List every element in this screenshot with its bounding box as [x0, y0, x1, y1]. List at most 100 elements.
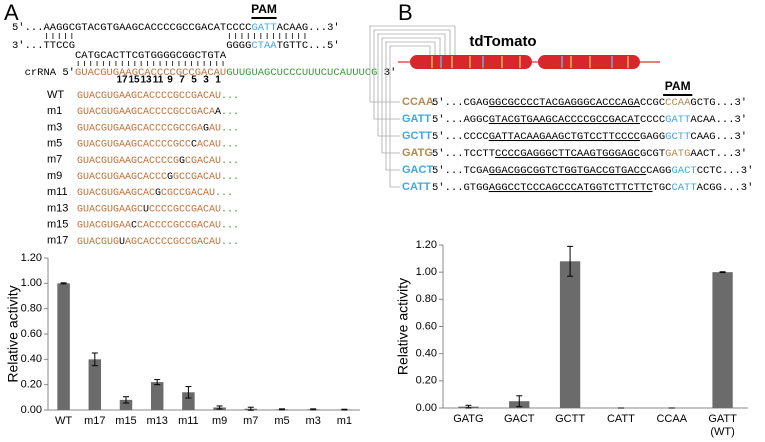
variant-sequence: GUACGUGAAGCACCCCGGCGACAU...: [77, 155, 239, 166]
sequence-segment: GUUGUAGCUCCCUUUCUCAUUUCG: [226, 67, 377, 79]
sequence-segment: ...: [221, 204, 239, 215]
sequence-segment: CGCCGACAU: [161, 188, 215, 199]
sequence-segment: ...: [221, 107, 239, 118]
sequence-segment: 5'...CGAG: [432, 97, 489, 109]
sequence-segment: GGACGGCGGTCTGGTGACCGTGACC: [489, 165, 647, 177]
bar: [88, 359, 102, 410]
x-tick-label: m3: [305, 415, 321, 427]
variant-name: m15: [47, 219, 68, 231]
sequence-segment: ...: [221, 139, 239, 150]
complement-strand: 3'...TTCCG: [12, 40, 75, 52]
sequence-segment: AGGCCTCCCAGCCCATGGTCTTCTTC: [489, 182, 653, 194]
sequence-segment: CCCC: [640, 114, 665, 126]
x-tick-label: m17: [84, 415, 106, 427]
sequence-segment: GUACGUG: [77, 236, 119, 247]
sequence-segment: GATT: [251, 22, 276, 34]
variant-sequence: GUACGUGUAGCACCCCGCCGACAU...: [77, 236, 239, 247]
sequence-segment: CAAG...3': [690, 131, 747, 143]
sequence-segment: ...: [221, 172, 239, 183]
variant-sequence: GUACGUGAAGCACCCCGCCGACAA...: [77, 107, 239, 118]
sequence-segment: CATT: [671, 182, 696, 194]
y-tick-label: 1.20: [416, 239, 437, 251]
gene-domain: [410, 55, 532, 69]
y-tick-label: 0.20: [416, 375, 437, 387]
sequence-segment: A: [215, 107, 221, 118]
position-number: 5: [191, 75, 197, 86]
bar: [119, 399, 133, 410]
target-sequence: 5'...CGAGGGCGCCCCTACGAGGGCACCCAGACCGCCCA…: [432, 97, 747, 109]
variant-name: m13: [47, 202, 68, 214]
sequence-segment: ACAAG...3': [277, 22, 340, 34]
crrna: GUACGUGAAGCACCCCGCCGACAUGUUGUAGCUCCCUUUC…: [75, 67, 396, 79]
sequence-segment: ACGG...3': [697, 182, 754, 194]
sequence-segment: GCTT: [665, 131, 690, 143]
position-number: 1: [215, 75, 221, 86]
pam-name: GACT: [402, 164, 433, 176]
y-tick-label: 0.60: [21, 328, 42, 340]
variant-name: m7: [47, 154, 62, 166]
variant-name: m1: [47, 105, 62, 117]
bar: [57, 283, 70, 410]
x-tick-label: CCAA: [656, 413, 688, 425]
sequence-segment: GTACGTGAAGCACCCCGCCGACAT: [489, 114, 640, 126]
sequence-segment: GATT: [665, 114, 690, 126]
sequence-segment: 5'...AAGGCGTACGTGAAGCACCCCGCCGACATCCCC: [12, 22, 251, 34]
position-number: 3: [203, 75, 209, 86]
sequence-segment: ...: [221, 155, 239, 166]
sequence-segment: AACT...3': [690, 148, 747, 160]
x-tick-label: GATT (WT): [708, 413, 737, 438]
target-sequence: 5'...TCCTTCCCCGAGGGCTTCAAGTGGGAGCGCGTGAT…: [432, 148, 747, 160]
y-tick-label: 0.20: [21, 379, 42, 391]
y-tick-label: 0.40: [21, 353, 42, 365]
position-number: 13: [140, 75, 152, 86]
pam-name: GATT: [402, 113, 431, 125]
sequence-segment: GUACGUGAAGCACCCCGCC: [77, 139, 191, 150]
y-tick-label: 1.00: [21, 277, 42, 289]
variant-name: WT: [47, 89, 64, 101]
sequence-segment: GAGG: [640, 131, 665, 143]
connector: [381, 37, 441, 154]
position-number: 15: [128, 75, 140, 86]
sequence-segment: ...: [215, 188, 233, 199]
sequence-segment: CAGG: [646, 165, 671, 177]
variant-sequence: GUACGUGAAGCACCCCGCCGAGAU...: [77, 123, 239, 134]
sequence-segment: 5'...CCCC: [432, 131, 489, 143]
y-axis-label: Relative activity: [5, 285, 21, 382]
sequence-segment: 5'...AGGC: [432, 114, 489, 126]
sequence-segment: C: [131, 220, 137, 231]
connector: [389, 45, 431, 188]
sequence-segment: GUACGUGAAGCAC: [77, 188, 155, 199]
x-tick-label: m7: [243, 415, 259, 427]
variant-name: m5: [47, 138, 62, 150]
sequence-segment: GUACGUGAAGCACCCCGCCGA: [77, 123, 203, 134]
sequence-segment: CCGC: [640, 97, 665, 109]
x-tick-label: GATG: [453, 413, 484, 425]
y-tick-label: 0.80: [21, 303, 42, 315]
y-tick-label: 0.00: [21, 404, 42, 416]
x-tick-label: m13: [146, 415, 168, 427]
bar: [150, 382, 164, 410]
x-tick-label: m9: [211, 415, 228, 427]
variant-sequence: GUACGUGAAGCACGCGCCGACAU...: [77, 188, 233, 199]
x-tick-label: WT: [55, 415, 73, 427]
sequence-segment: GUACGUGAAGCACCCCG: [77, 155, 179, 166]
sequence-segment: 3': [377, 67, 396, 79]
crrna-label: crRNA 5': [25, 67, 75, 79]
y-tick-label: 0.60: [416, 320, 437, 332]
sequence-segment: G: [179, 155, 185, 166]
sequence-segment: CTAA: [251, 40, 277, 52]
pam-name: GCTT: [402, 130, 432, 142]
sequence-segment: GGCGCCCCTACGAGGGCACCCAGA: [489, 97, 641, 109]
sequence-segment: TGTTC...5': [277, 40, 340, 52]
pam-label: PAM: [251, 2, 277, 16]
sequence-segment: GUACGUGAAGCACCCCGCCGACAU: [75, 67, 226, 79]
x-tick-label: m5: [274, 415, 290, 427]
variant-sequence: GUACGUGAACCACCCCGCCGACAU...: [77, 220, 239, 231]
y-tick-label: 0.80: [416, 293, 437, 305]
bar: [712, 272, 733, 408]
panel-label: B: [398, 0, 413, 25]
y-tick-label: 0.00: [416, 402, 437, 414]
sequence-segment: CGACAU: [185, 155, 221, 166]
x-tick-label: CATT: [606, 413, 635, 425]
